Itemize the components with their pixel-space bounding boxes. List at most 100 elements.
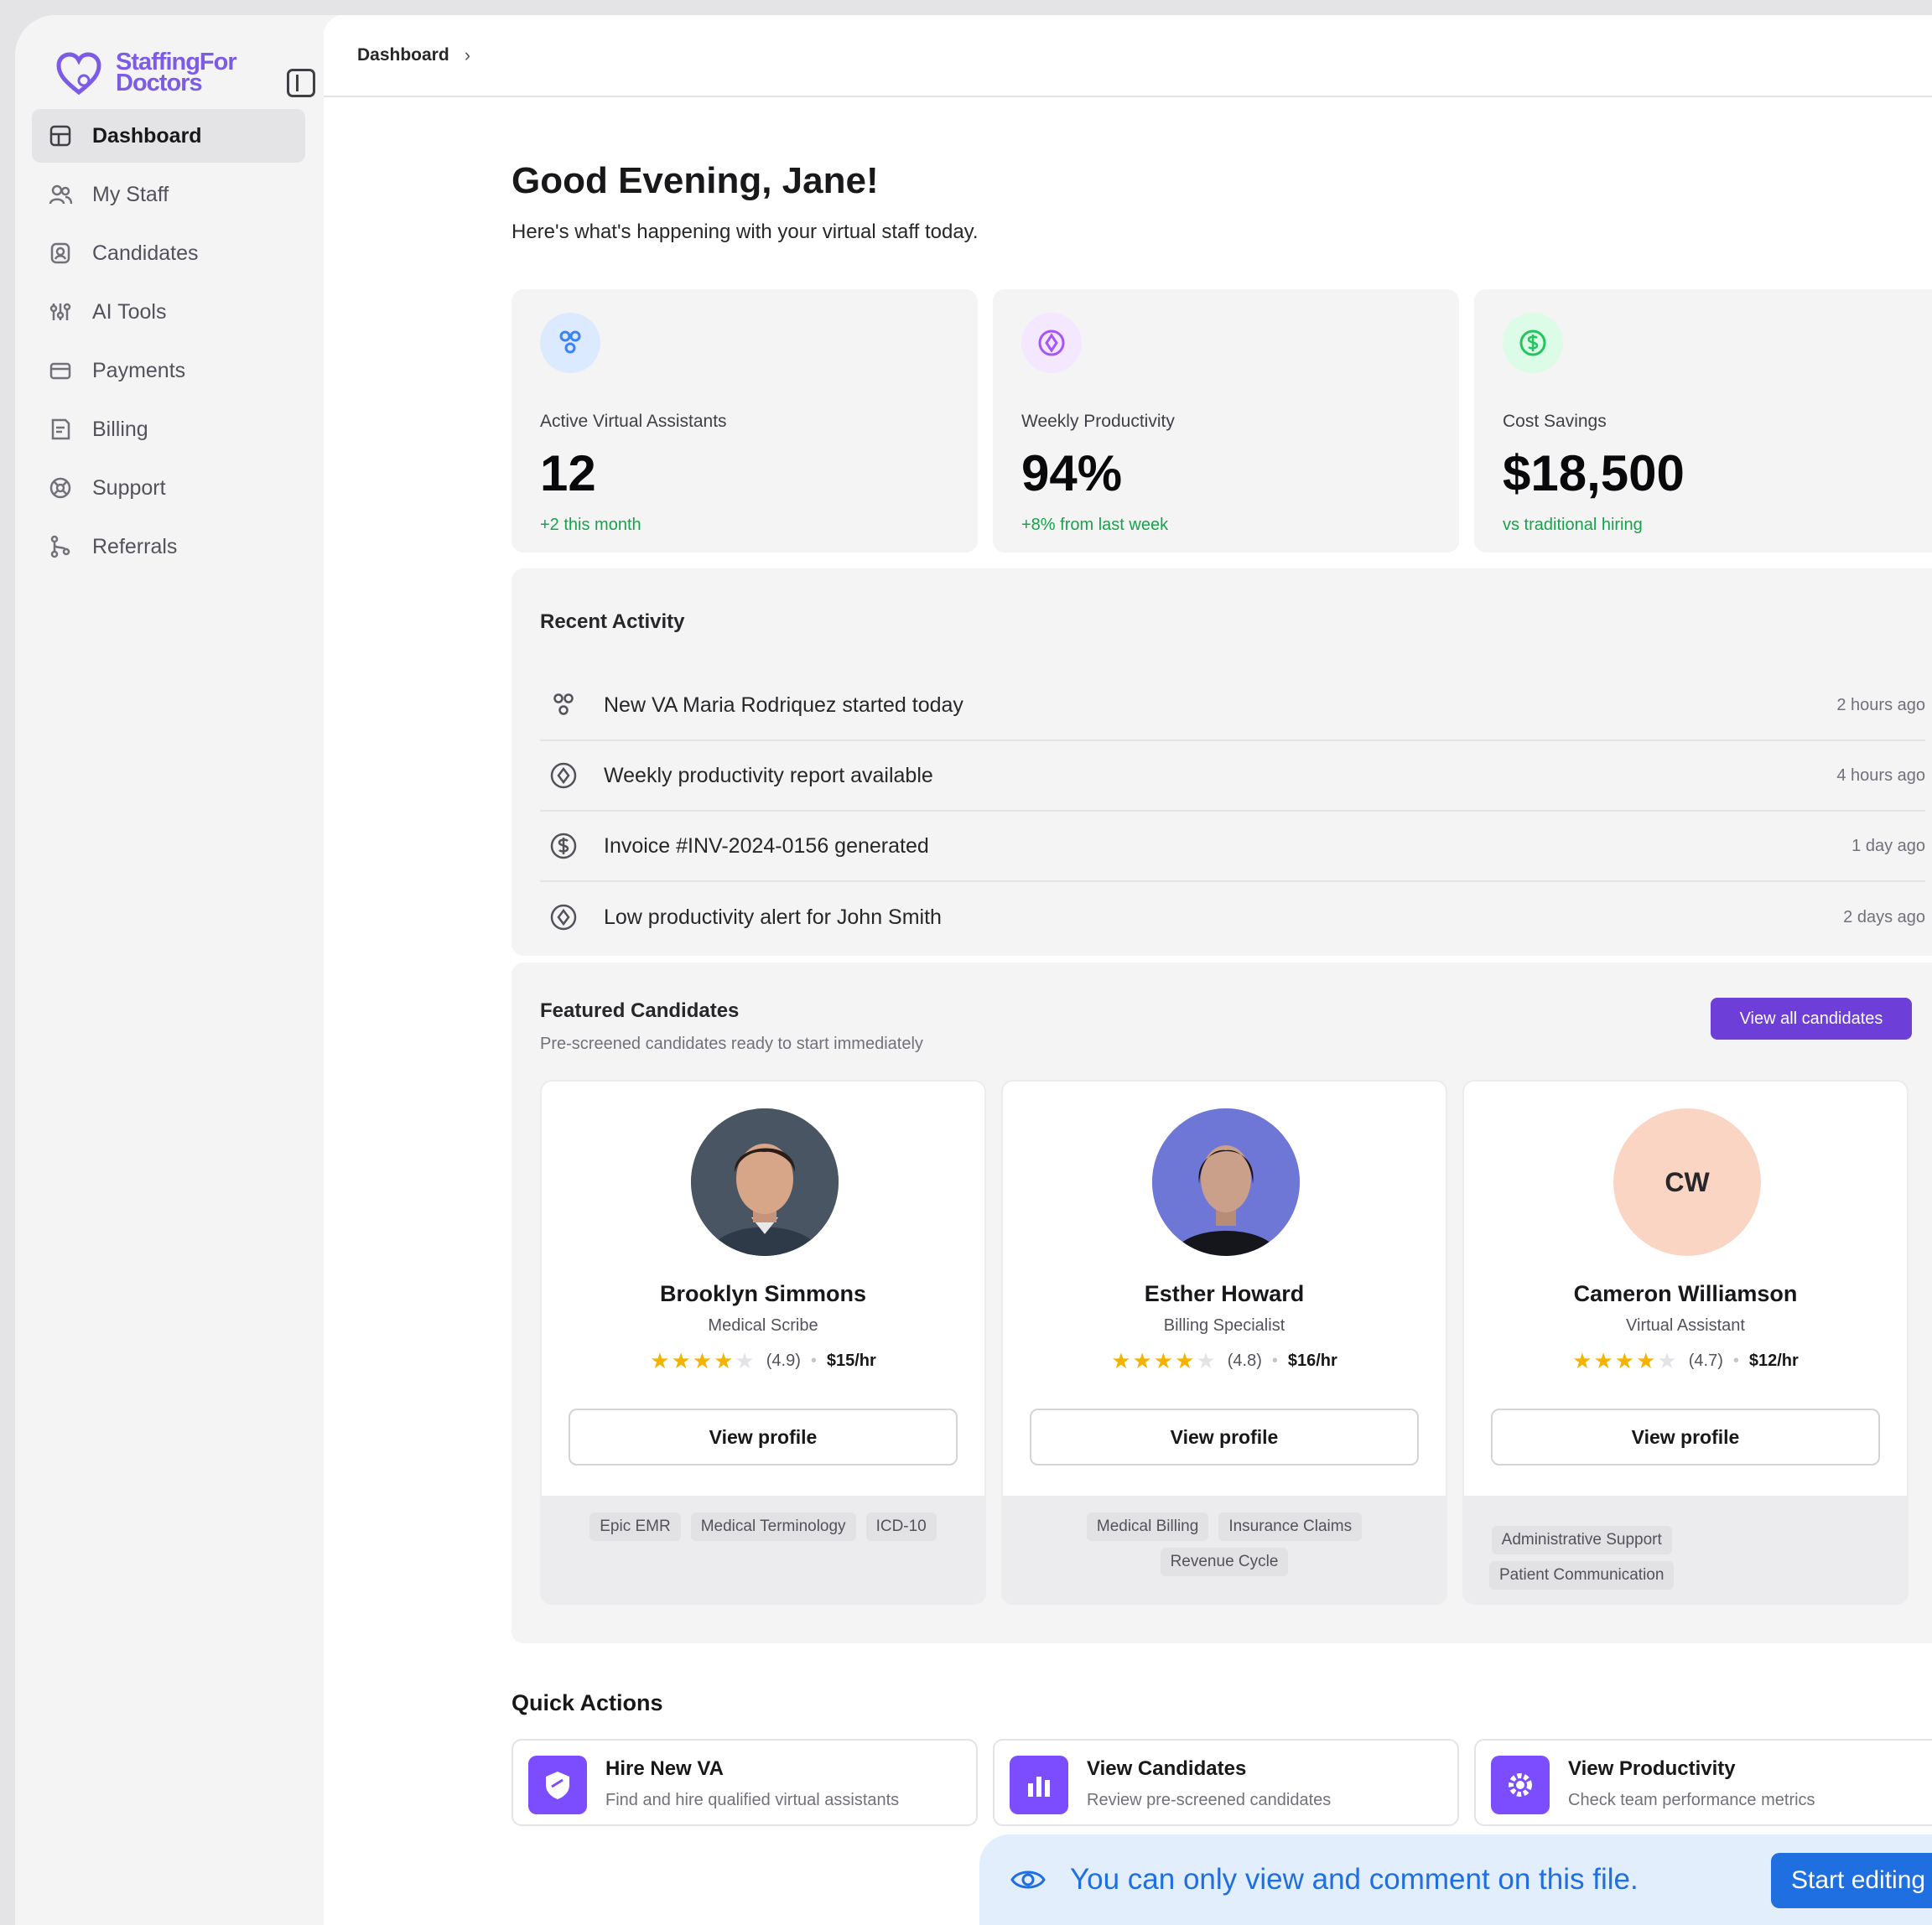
view-only-banner: You can only view and comment on this fi… bbox=[979, 1834, 1932, 1925]
view-profile-button[interactable]: View profile bbox=[1491, 1409, 1880, 1466]
stars-filled: ★★★★ bbox=[650, 1348, 735, 1373]
activity-item[interactable]: New VA Maria Rodriquez started today 2 h… bbox=[540, 671, 1925, 741]
candidate-rate: $16/hr bbox=[1287, 1352, 1337, 1370]
stat-label: Cost Savings bbox=[1503, 412, 1607, 431]
sidebar-item-candidates[interactable]: Candidates bbox=[32, 226, 305, 280]
ai-tools-icon bbox=[49, 300, 72, 324]
activity-text: Invoice #INV-2024-0156 generated bbox=[604, 833, 929, 858]
avatar-initials: CW bbox=[1665, 1166, 1710, 1197]
payments-icon bbox=[49, 359, 72, 382]
quick-action-name: View Candidates bbox=[1087, 1757, 1247, 1780]
activity-text: New VA Maria Rodriquez started today bbox=[604, 693, 963, 717]
quick-actions-title: Quick Actions bbox=[512, 1690, 663, 1715]
stat-card-weekly-productivity: Weekly Productivity 94% +8% from last we… bbox=[993, 289, 1459, 553]
eye-icon bbox=[1010, 1861, 1046, 1898]
view-all-candidates-button[interactable]: View all candidates bbox=[1711, 998, 1912, 1040]
candidates-icon bbox=[49, 241, 72, 265]
candidate-meta: ★★★★★ (4.9) • $15/hr bbox=[542, 1348, 984, 1374]
sidebar-item-label: My Staff bbox=[92, 182, 169, 206]
gauge-icon bbox=[547, 759, 580, 792]
page-title: Good Evening, Jane! bbox=[512, 160, 879, 201]
skill-tag: ICD-10 bbox=[865, 1512, 937, 1541]
skill-tag: Medical Terminology bbox=[690, 1512, 856, 1541]
candidate-name: Cameron Williamson bbox=[1573, 1281, 1798, 1306]
sidebar-item-billing[interactable]: Billing bbox=[32, 402, 305, 456]
support-icon bbox=[49, 476, 72, 500]
sidebar-item-my-staff[interactable]: My Staff bbox=[32, 168, 305, 221]
star-rating-icon: ★★★★★ bbox=[650, 1348, 756, 1374]
activity-item[interactable]: Invoice #INV-2024-0156 generated 1 day a… bbox=[540, 812, 1925, 882]
candidate-role: Virtual Assistant bbox=[1626, 1316, 1745, 1335]
start-editing-button[interactable]: Start editing bbox=[1771, 1853, 1932, 1908]
users-icon bbox=[540, 313, 600, 373]
skill-tag: Medical Billing bbox=[1086, 1512, 1209, 1541]
users-icon bbox=[49, 183, 72, 206]
star-empty-icon: ★ bbox=[1196, 1348, 1218, 1373]
sidebar-collapse-button[interactable] bbox=[287, 69, 315, 97]
quick-action-view-candidates[interactable]: View Candidates Review pre-screened cand… bbox=[993, 1739, 1459, 1826]
sidebar-item-support[interactable]: Support bbox=[32, 461, 305, 515]
skill-tag: Patient Communication bbox=[1489, 1561, 1675, 1590]
chevron-right-icon: › bbox=[464, 44, 471, 65]
quick-action-view-productivity[interactable]: View Productivity Check team performance… bbox=[1474, 1739, 1932, 1826]
candidate-meta: ★★★★★ (4.8) • $16/hr bbox=[1003, 1348, 1446, 1374]
app-window: StaffingFor Doctors Dashboard My Staff bbox=[15, 15, 1932, 1925]
stat-value: 12 bbox=[540, 445, 596, 501]
stars-filled: ★★★★ bbox=[1572, 1348, 1658, 1373]
stat-value: 94% bbox=[1021, 445, 1123, 501]
star-rating-icon: ★★★★★ bbox=[1572, 1348, 1679, 1374]
sidebar-item-referrals[interactable]: Referrals bbox=[32, 520, 305, 573]
candidate-rate: $15/hr bbox=[826, 1352, 876, 1370]
candidate-role: Medical Scribe bbox=[708, 1316, 818, 1335]
quick-action-name: Hire New VA bbox=[605, 1757, 724, 1780]
activity-item[interactable]: Low productivity alert for John Smith 2 … bbox=[540, 882, 1925, 952]
activity-item[interactable]: Weekly productivity report available 4 h… bbox=[540, 741, 1925, 812]
star-rating-icon: ★★★★★ bbox=[1111, 1348, 1218, 1374]
sidebar: StaffingFor Doctors Dashboard My Staff bbox=[15, 15, 324, 1925]
sidebar-item-ai-tools[interactable]: AI Tools bbox=[32, 285, 305, 339]
candidate-card: Esther Howard Billing Specialist ★★★★★ (… bbox=[1001, 1080, 1447, 1605]
activity-text: Weekly productivity report available bbox=[604, 763, 933, 787]
featured-candidates-panel: Featured Candidates Pre-screened candida… bbox=[512, 962, 1932, 1643]
quick-action-hire-new-va[interactable]: Hire New VA Find and hire qualified virt… bbox=[512, 1739, 978, 1826]
breadcrumb-current[interactable]: Dashboard bbox=[357, 45, 449, 65]
gear-icon bbox=[1491, 1756, 1550, 1814]
stat-delta: vs traditional hiring bbox=[1503, 516, 1643, 534]
star-empty-icon: ★ bbox=[735, 1348, 756, 1373]
stat-label: Weekly Productivity bbox=[1021, 412, 1175, 431]
skill-tag: Administrative Support bbox=[1491, 1526, 1672, 1554]
avatar: CW bbox=[1613, 1108, 1761, 1256]
sidebar-item-label: AI Tools bbox=[92, 299, 167, 324]
activity-time: 2 hours ago bbox=[1836, 695, 1925, 714]
heart-logo-icon bbox=[56, 52, 101, 96]
stat-value: $18,500 bbox=[1503, 445, 1685, 501]
skill-tags: Medical Billing Insurance Claims Revenue… bbox=[1003, 1496, 1446, 1603]
candidate-rating: (4.9) bbox=[766, 1352, 801, 1370]
dollar-icon bbox=[1503, 313, 1563, 373]
quick-action-desc: Review pre-screened candidates bbox=[1087, 1791, 1332, 1809]
candidate-meta: ★★★★★ (4.7) • $12/hr bbox=[1464, 1348, 1907, 1374]
stars-filled: ★★★★ bbox=[1111, 1348, 1197, 1373]
brand-line2: Doctors bbox=[116, 70, 203, 96]
shield-icon bbox=[528, 1756, 587, 1814]
separator-dot: • bbox=[1271, 1352, 1278, 1370]
view-profile-button[interactable]: View profile bbox=[1030, 1409, 1419, 1466]
sidebar-item-dashboard[interactable]: Dashboard bbox=[32, 109, 305, 163]
stat-card-active-vas: Active Virtual Assistants 12 +2 this mon… bbox=[512, 289, 978, 553]
sidebar-item-payments[interactable]: Payments bbox=[32, 344, 305, 397]
gauge-icon bbox=[1021, 313, 1082, 373]
man-portrait-icon bbox=[691, 1108, 839, 1256]
page-subtitle: Here's what's happening with your virtua… bbox=[512, 221, 979, 243]
separator-dot: • bbox=[1732, 1352, 1739, 1370]
billing-icon bbox=[49, 418, 72, 441]
view-profile-button[interactable]: View profile bbox=[569, 1409, 958, 1466]
separator-dot: • bbox=[810, 1352, 817, 1370]
candidate-rating: (4.7) bbox=[1688, 1352, 1723, 1370]
stat-delta: +8% from last week bbox=[1021, 516, 1169, 534]
panel-title: Featured Candidates bbox=[540, 999, 740, 1022]
skill-tag: Epic EMR bbox=[589, 1512, 681, 1541]
banner-message: You can only view and comment on this fi… bbox=[1070, 1863, 1639, 1896]
stat-label: Active Virtual Assistants bbox=[540, 412, 727, 431]
sidebar-item-label: Support bbox=[92, 475, 166, 500]
brand-logo[interactable]: StaffingFor Doctors bbox=[40, 35, 315, 111]
